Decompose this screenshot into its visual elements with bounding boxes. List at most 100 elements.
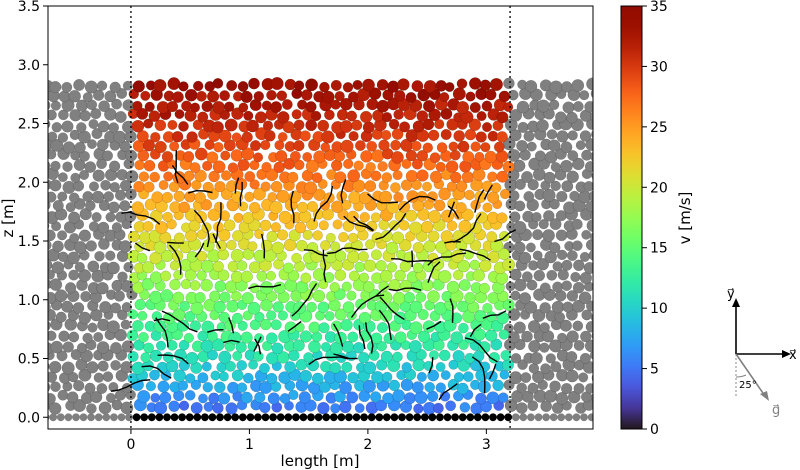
image-particle [99, 301, 112, 314]
flow-particle [330, 241, 341, 252]
flow-particle [324, 311, 335, 322]
image-particle [50, 340, 64, 354]
image-particle [91, 128, 103, 140]
force-chain [153, 318, 171, 322]
flow-particle [401, 362, 412, 373]
flow-particle [359, 212, 370, 223]
flow-particle [225, 402, 238, 415]
flow-particle [429, 152, 441, 164]
flow-particle [173, 232, 185, 244]
image-particle [528, 363, 540, 374]
flow-particle [495, 271, 509, 285]
y-arrowhead-icon [732, 298, 740, 307]
image-particle [82, 191, 94, 203]
flow-particle [254, 333, 265, 344]
image-particle [114, 111, 127, 123]
force-chain [254, 338, 262, 355]
image-particle [521, 271, 533, 283]
fixed-wall-particles [48, 413, 593, 422]
angle-label: 25° [739, 380, 757, 391]
image-particle [589, 111, 593, 122]
flow-particle [240, 90, 253, 104]
flow-particle [320, 341, 331, 352]
flow-particle [458, 322, 469, 334]
flow-particle [329, 282, 340, 293]
flow-particle [472, 269, 486, 282]
image-particle [507, 308, 521, 321]
flow-particle [488, 352, 500, 364]
flow-particle [160, 270, 172, 282]
image-particle [48, 199, 51, 211]
image-particle [108, 160, 121, 172]
flow-particle [178, 201, 191, 214]
image-particle [123, 261, 134, 273]
flow-particle [253, 152, 264, 163]
flow-particle [213, 300, 226, 314]
x-vector-label: x⃗ [789, 348, 797, 363]
flow-particle [200, 339, 214, 353]
flow-particle [341, 199, 352, 210]
image-particle [583, 261, 593, 275]
flow-particle [482, 202, 493, 213]
image-particle [73, 379, 85, 392]
flow-particle [207, 349, 219, 361]
force-chain [327, 247, 368, 255]
colorbar-frame [620, 5, 643, 430]
flow-particle [306, 242, 319, 254]
image-particle [510, 353, 522, 364]
flow-particle [154, 119, 167, 132]
image-particle [76, 342, 88, 354]
flow-particle [353, 98, 365, 111]
flow-particle [358, 390, 371, 403]
force-chain [483, 184, 493, 200]
flow-particle [174, 348, 187, 362]
flow-particle [292, 339, 305, 352]
flow-particle [168, 181, 180, 193]
image-particle [571, 218, 583, 230]
wall-particle [390, 413, 399, 422]
flow-particle [311, 172, 323, 184]
flow-particle [248, 261, 261, 274]
flow-particle [302, 229, 313, 241]
flow-particle [214, 201, 225, 212]
flow-particle [496, 311, 510, 325]
image-particle [97, 221, 110, 234]
force-chain [157, 354, 189, 365]
flow-particle [387, 80, 400, 93]
image-particle [539, 302, 551, 314]
flow-particle [242, 310, 253, 321]
flow-particle [486, 191, 500, 204]
flow-particle [212, 160, 226, 174]
flow-particle [260, 139, 271, 151]
flow-particle [423, 79, 437, 93]
flow-particle [180, 279, 192, 290]
image-particle [524, 300, 538, 314]
force-chain [459, 248, 491, 261]
wall-particle [329, 413, 338, 422]
flow-particle [189, 280, 201, 291]
flow-particle [271, 342, 284, 355]
flow-particle [453, 372, 464, 383]
flow-particle [347, 331, 359, 343]
image-particle [513, 321, 526, 334]
flow-particle [448, 141, 459, 152]
flow-particle [137, 310, 148, 321]
image-particle [111, 222, 123, 233]
flow-particle [259, 219, 272, 232]
wall-particle [261, 413, 270, 422]
flow-particle [287, 171, 299, 183]
wall-particle [170, 413, 179, 422]
image-particle [86, 403, 97, 414]
image-particle [572, 157, 585, 171]
flow-particle [231, 132, 242, 143]
image-particle [588, 190, 593, 203]
flow-particle [469, 221, 482, 234]
flow-particle [392, 291, 406, 305]
flow-particle [317, 301, 330, 314]
flow-particle [259, 281, 274, 295]
flow-particle [339, 381, 353, 395]
flow-particle [498, 329, 510, 340]
flow-particle [240, 331, 253, 344]
flow-particle [388, 220, 400, 231]
flow-particle [468, 77, 482, 90]
